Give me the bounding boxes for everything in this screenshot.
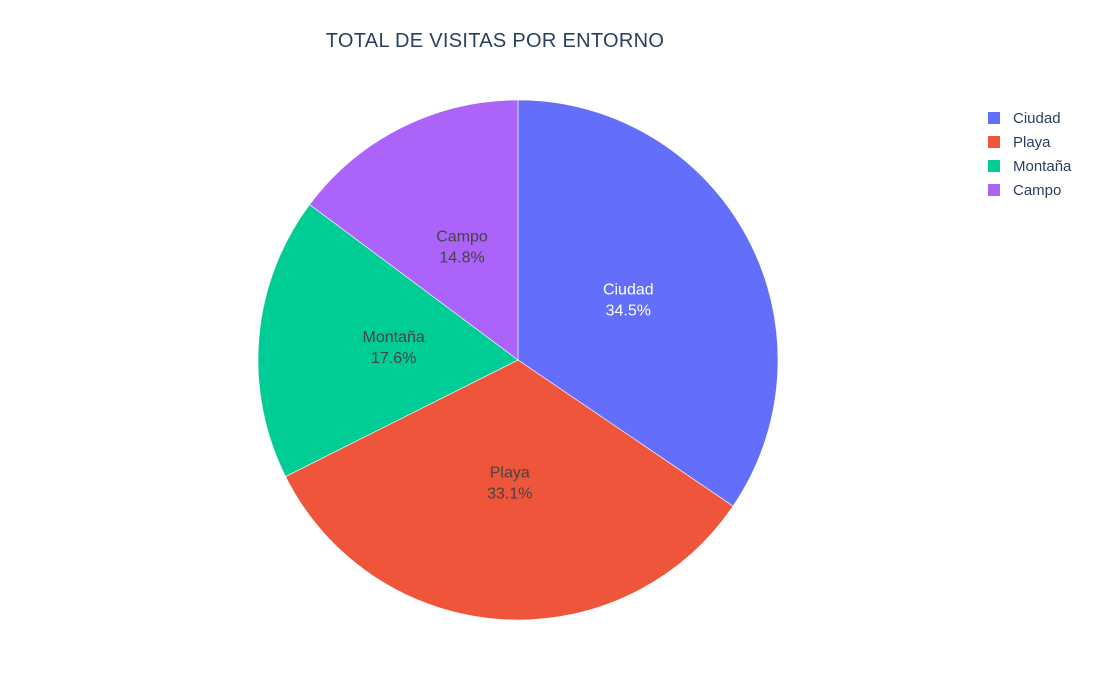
slice-label-name: Ciudad xyxy=(603,282,654,299)
slice-label-name: Montaña xyxy=(363,329,425,346)
slice-label-name: Campo xyxy=(436,228,488,245)
legend-item[interactable]: Playa xyxy=(988,130,1098,154)
legend-label: Ciudad xyxy=(1013,109,1061,127)
chart-title: TOTAL DE VISITAS POR ENTORNO xyxy=(325,30,665,52)
pie-labels: Ciudad 34.5% Playa 33.1% Montaña 17.6% Campo 14… xyxy=(363,228,654,502)
legend-item[interactable]: Montaña xyxy=(988,154,1098,178)
pie-slice-playa[interactable] xyxy=(285,359,734,621)
pie-slice-campo[interactable] xyxy=(309,99,519,361)
slice-label-percent: 33.1% xyxy=(487,486,532,503)
slice-label: Campo 14.8% xyxy=(436,228,488,266)
slice-label-percent: 17.6% xyxy=(371,350,416,367)
legend-swatch xyxy=(988,160,1000,172)
legend-swatch xyxy=(988,112,1000,124)
slice-label-name: Playa xyxy=(490,465,530,482)
legend-swatch xyxy=(988,184,1000,196)
legend-label: Montaña xyxy=(1013,157,1072,175)
slice-label-percent: 14.8% xyxy=(439,249,484,266)
pie-slice-montaña[interactable] xyxy=(257,204,519,477)
pie-slices xyxy=(257,99,779,621)
slice-label: Montaña 17.6% xyxy=(363,329,425,367)
legend-item[interactable]: Ciudad xyxy=(988,106,1098,130)
slice-label: Playa 33.1% xyxy=(487,465,532,503)
slice-label-percent: 34.5% xyxy=(606,303,651,320)
legend-label: Playa xyxy=(1013,133,1051,151)
legend: Ciudad Playa Montaña Campo xyxy=(988,106,1098,202)
pie-slice-ciudad[interactable] xyxy=(517,99,779,507)
legend-swatch xyxy=(988,136,1000,148)
legend-item[interactable]: Campo xyxy=(988,178,1098,202)
slice-label: Ciudad 34.5% xyxy=(603,282,654,320)
legend-label: Campo xyxy=(1013,181,1062,199)
